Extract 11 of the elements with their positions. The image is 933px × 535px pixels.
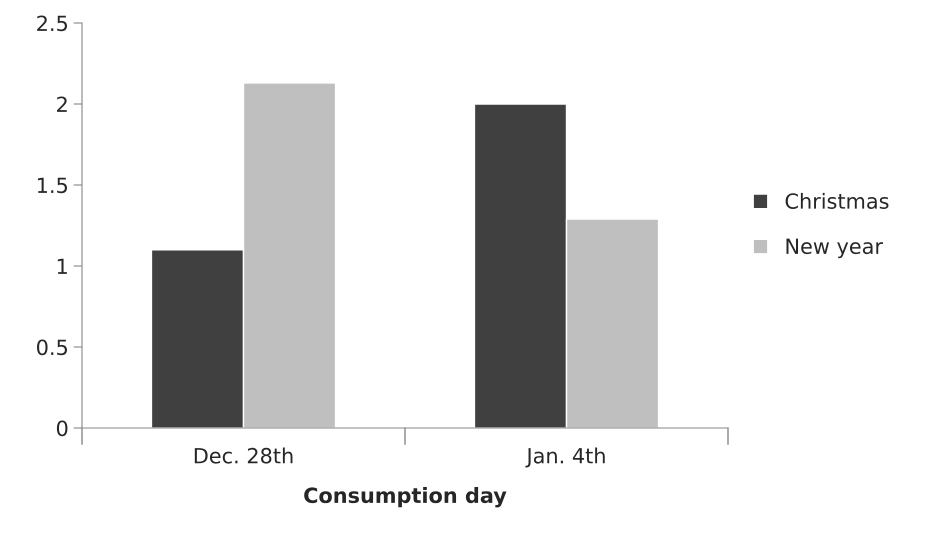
x-tick-label: Dec. 28th: [194, 447, 292, 464]
y-tick-label: 0.5: [37, 339, 67, 356]
x-axis-title: Consumption day: [304, 487, 506, 508]
y-tick-label: 1: [58, 258, 67, 274]
y-tick-label: 2: [57, 96, 67, 112]
legend-label: Christmas: [786, 192, 888, 209]
legend-label: New year: [786, 238, 883, 258]
x-tick-label: Jan. 4th: [525, 447, 605, 468]
y-tick-label: 2.5: [37, 15, 67, 32]
y-tick-label: 0: [56, 420, 68, 436]
y-tick-label: 1.5: [38, 178, 67, 194]
